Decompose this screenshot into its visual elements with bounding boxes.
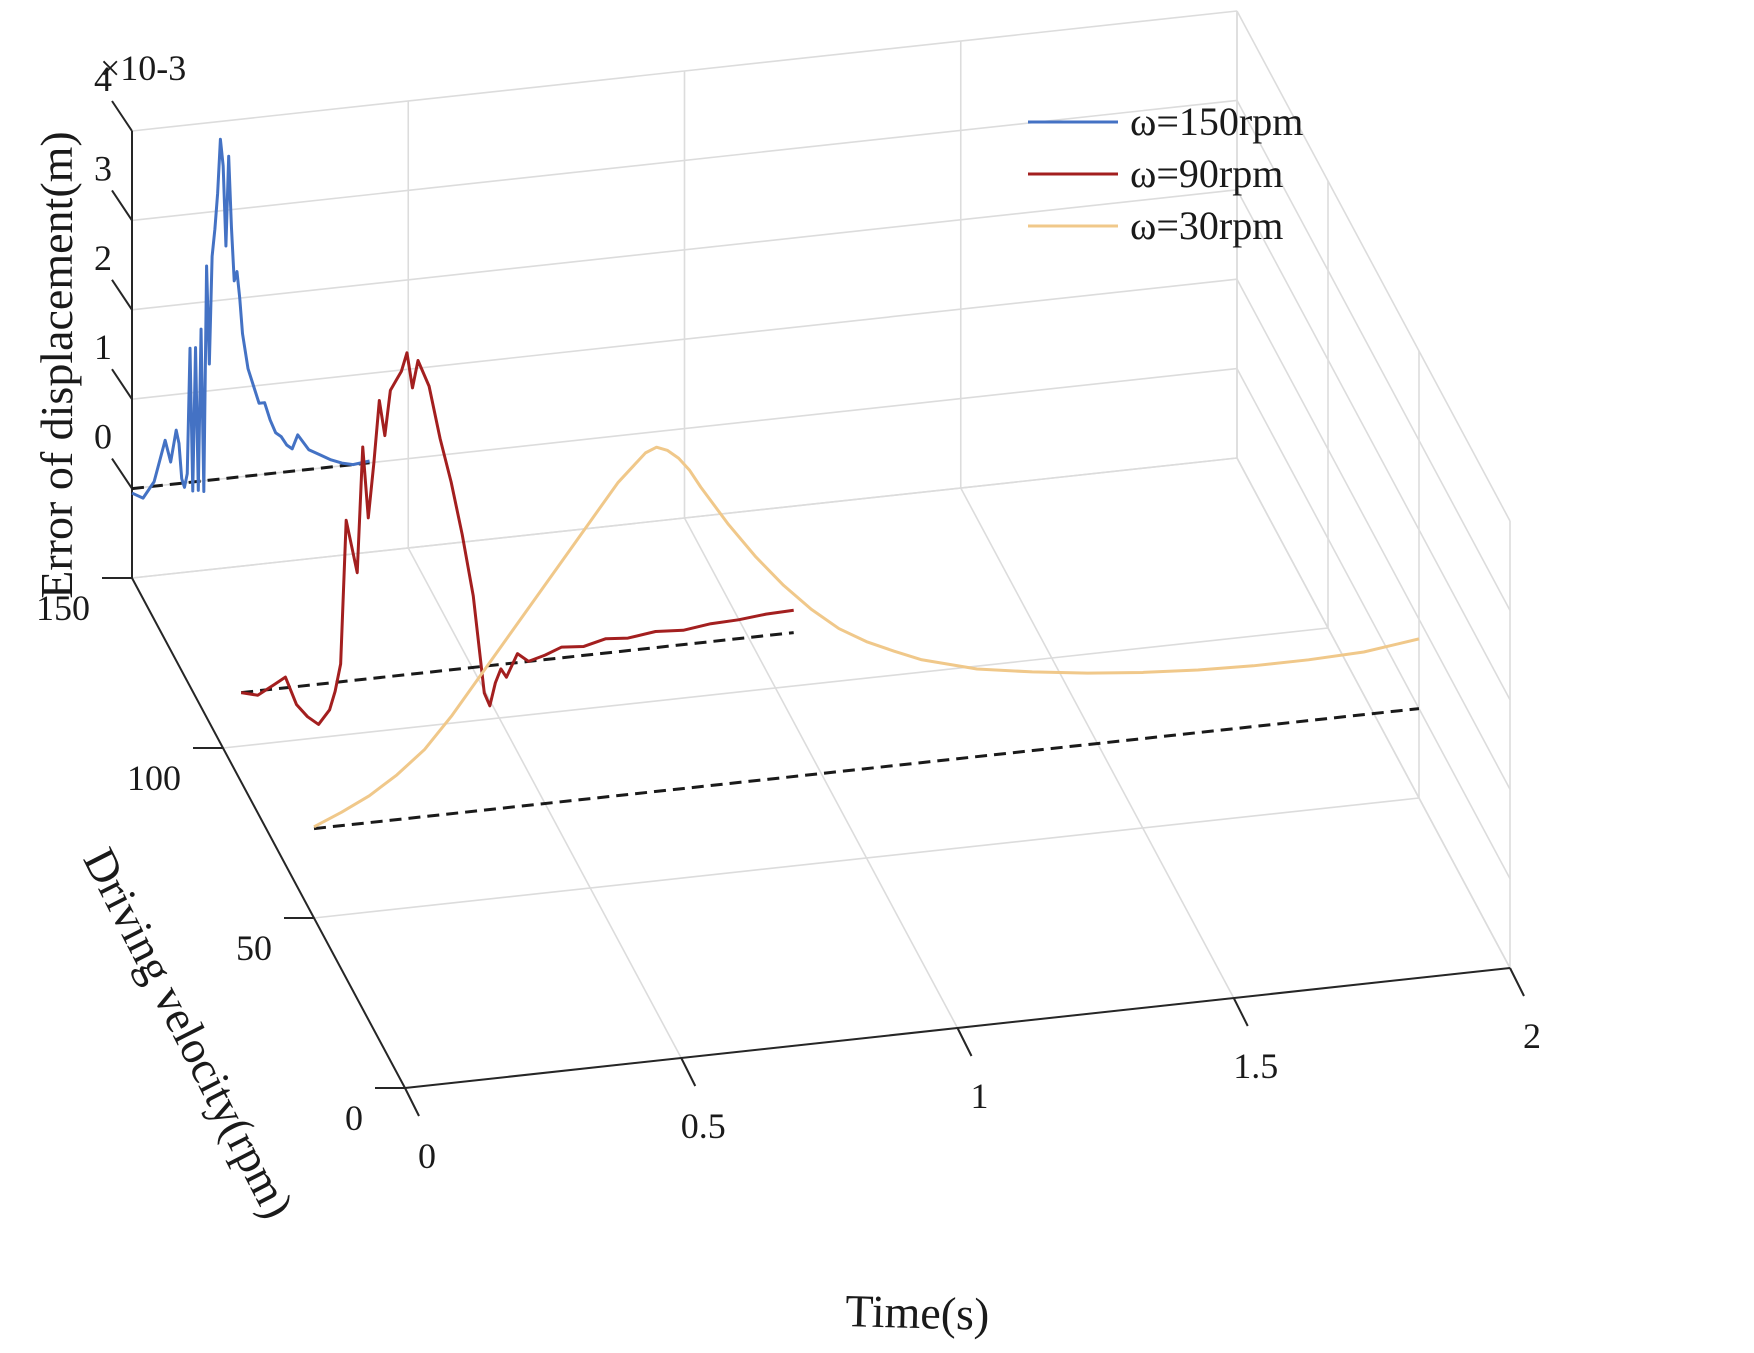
y-tick-label: 0 bbox=[345, 1098, 363, 1138]
back-wall-grid-line bbox=[131, 99, 1238, 222]
back-wall-grid-line bbox=[131, 189, 1238, 311]
reference-lines bbox=[131, 461, 1420, 831]
legend: ω=150rpm ω=90rpm ω=30rpm bbox=[1028, 99, 1303, 248]
back-wall-grid-line bbox=[131, 457, 1238, 579]
x-tick-mark bbox=[1232, 997, 1249, 1027]
tick-labels: 0 0.5 1 1.5 2 0 50 100 150 0 1 2 3 4 bbox=[36, 59, 1541, 1176]
back-wall-grid-line bbox=[131, 278, 1238, 400]
axes bbox=[102, 100, 1525, 1117]
side-wall-grid-line bbox=[1236, 368, 1511, 879]
series-line bbox=[131, 137, 370, 500]
reference-dashed-line bbox=[131, 461, 370, 491]
floor-grid-line bbox=[683, 517, 959, 1029]
x-tick-mark bbox=[680, 1057, 697, 1087]
legend-label: ω=150rpm bbox=[1130, 99, 1303, 144]
z-tick-label: 2 bbox=[94, 238, 112, 278]
z-tick-label: 4 bbox=[94, 59, 112, 99]
series-line bbox=[313, 445, 1420, 829]
grid-lines bbox=[131, 10, 1511, 1089]
reference-dashed-line bbox=[313, 707, 1420, 831]
z-tick-mark bbox=[111, 100, 133, 132]
y-tick-label: 100 bbox=[127, 758, 181, 798]
x-tick-label: 0.5 bbox=[681, 1106, 726, 1146]
series-line bbox=[240, 351, 794, 726]
side-wall-grid-line bbox=[1236, 278, 1511, 790]
z-tick-label: 3 bbox=[94, 148, 112, 188]
z-tick-mark bbox=[111, 189, 133, 221]
y-axis-line bbox=[131, 577, 406, 1089]
legend-label: ω=90rpm bbox=[1130, 151, 1283, 196]
legend-label: ω=30rpm bbox=[1130, 203, 1283, 248]
x-tick-mark bbox=[956, 1027, 973, 1057]
x-tick-label: 1 bbox=[971, 1076, 989, 1116]
z-axis-label: Error of displacement(m) bbox=[31, 131, 82, 598]
side-wall-grid-line bbox=[1236, 10, 1511, 522]
z-axis-exponent: ×10-3 bbox=[100, 48, 186, 88]
y-axis-label: Driving velocity(rpm) bbox=[74, 840, 304, 1226]
reference-dashed-line bbox=[241, 631, 794, 695]
z-tick-label: 1 bbox=[94, 327, 112, 367]
z-tick-mark bbox=[111, 458, 133, 490]
x-axis-label: Time(s) bbox=[845, 1285, 990, 1340]
side-wall-grid-line bbox=[1236, 100, 1511, 611]
y-tick-label: 50 bbox=[236, 928, 272, 968]
back-wall-grid-line bbox=[131, 367, 1238, 490]
back-wall-grid-line bbox=[131, 10, 1238, 132]
z-tick-mark bbox=[111, 279, 133, 311]
z-tick-label: 0 bbox=[94, 417, 112, 457]
side-wall-grid-line bbox=[1236, 189, 1511, 701]
z-tick-mark bbox=[111, 368, 133, 400]
x-tick-mark bbox=[404, 1087, 420, 1117]
x-tick-label: 1.5 bbox=[1233, 1046, 1278, 1086]
x-tick-label: 0 bbox=[418, 1136, 436, 1176]
floor-grid-line bbox=[313, 797, 1420, 919]
x-tick-label: 2 bbox=[1523, 1016, 1541, 1056]
x-tick-mark bbox=[1509, 967, 1525, 997]
floor-grid-line bbox=[222, 627, 1329, 749]
series-lines bbox=[131, 137, 1420, 829]
y-tick-label: 150 bbox=[36, 588, 90, 628]
